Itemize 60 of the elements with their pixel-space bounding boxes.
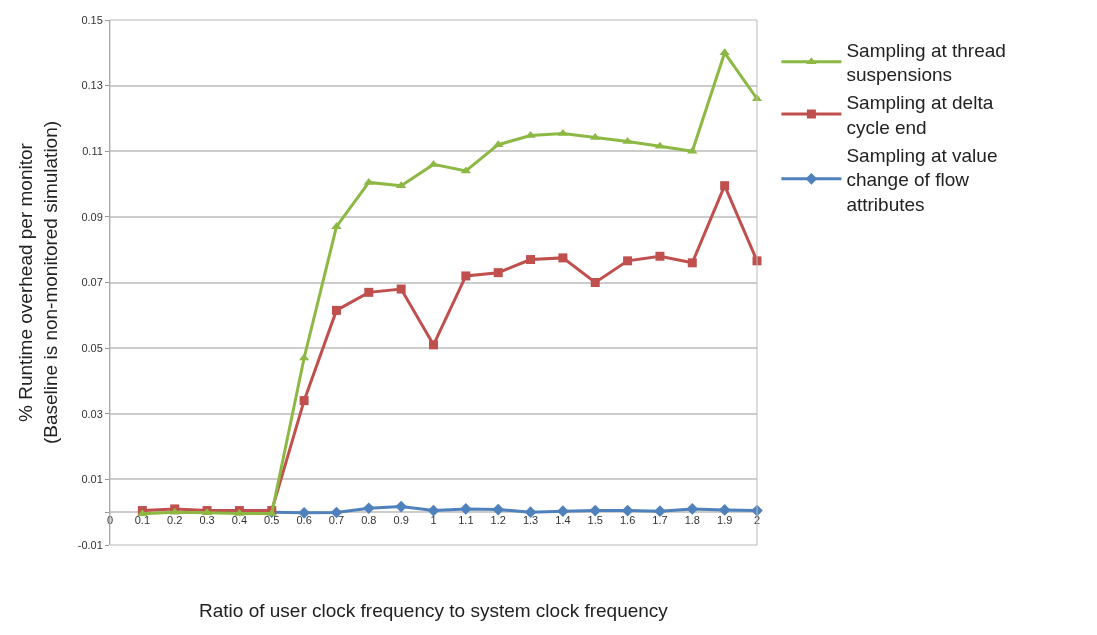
point — [687, 146, 698, 154]
point — [363, 177, 374, 185]
point — [590, 132, 601, 140]
point — [720, 181, 730, 191]
point — [492, 503, 505, 516]
y-tick-label: 0.07 — [81, 276, 103, 289]
point — [428, 159, 439, 167]
point — [364, 287, 374, 297]
x-tick-label: 1.5 — [587, 514, 603, 527]
x-tick-label: 0.1 — [134, 514, 150, 527]
x-tick-label: 1.2 — [490, 514, 506, 527]
x-tick-label: 1 — [430, 514, 437, 527]
x-tick-label: 1.8 — [684, 514, 700, 527]
legend-label: Sampling at delta cycle end — [846, 92, 994, 138]
point — [460, 503, 472, 515]
point — [395, 500, 407, 513]
x-tick-label: 0.5 — [264, 514, 280, 527]
x-tick-label: 0.7 — [328, 514, 345, 527]
point — [622, 136, 633, 144]
point — [655, 251, 665, 261]
y-tick-label: 0.13 — [81, 79, 103, 92]
x-tick-label: 0.8 — [361, 514, 377, 527]
x-tick-label: 1.4 — [555, 514, 571, 527]
point — [687, 258, 697, 268]
x-tick-label: 1.6 — [619, 514, 636, 527]
x-tick-label: 0.4 — [231, 514, 248, 527]
y-tick-label: 0.01 — [81, 473, 103, 486]
x-tick-label: 1.3 — [522, 514, 539, 527]
point — [719, 48, 730, 56]
point — [493, 268, 503, 278]
point — [331, 305, 341, 315]
x-axis-title: Ratio of user clock frequency to system clock frequency — [199, 600, 669, 621]
point — [299, 396, 309, 406]
x-tick-label: 1.1 — [458, 514, 474, 527]
x-tick-label: 2 — [753, 514, 761, 527]
x-tick-label: 0.2 — [167, 514, 183, 527]
y-axis-title: % Runtime overhead per monitor (Baseline is non-monitored simulation) — [14, 120, 61, 445]
point — [623, 256, 633, 266]
legend-label: Sampling at value change of flow attributes — [846, 144, 998, 215]
y-tick-label: 0.15 — [81, 13, 103, 26]
y-tick-label: 0.05 — [81, 341, 103, 354]
x-tick-label: 1.9 — [717, 514, 733, 527]
point — [429, 340, 438, 350]
x-tick-label: 0.3 — [199, 514, 215, 527]
y-tick-label: 0.09 — [81, 210, 103, 223]
point — [362, 502, 375, 515]
point — [526, 255, 536, 265]
point — [461, 271, 471, 281]
x-tick-label: 0.6 — [296, 514, 312, 527]
point — [558, 253, 568, 263]
legend-label: Sampling at thread suspensions — [846, 39, 1006, 86]
y-tick-label: 0.03 — [81, 407, 103, 420]
y-tick-label: -0.01 — [77, 538, 103, 551]
point — [396, 284, 406, 294]
point — [427, 504, 440, 517]
y-tick-label: 0.11 — [82, 145, 103, 158]
x-tick-label: 0 — [106, 514, 114, 527]
x-tick-label: 1.7 — [652, 514, 668, 527]
point — [590, 278, 600, 287]
x-tick-label: 0.9 — [393, 514, 409, 527]
